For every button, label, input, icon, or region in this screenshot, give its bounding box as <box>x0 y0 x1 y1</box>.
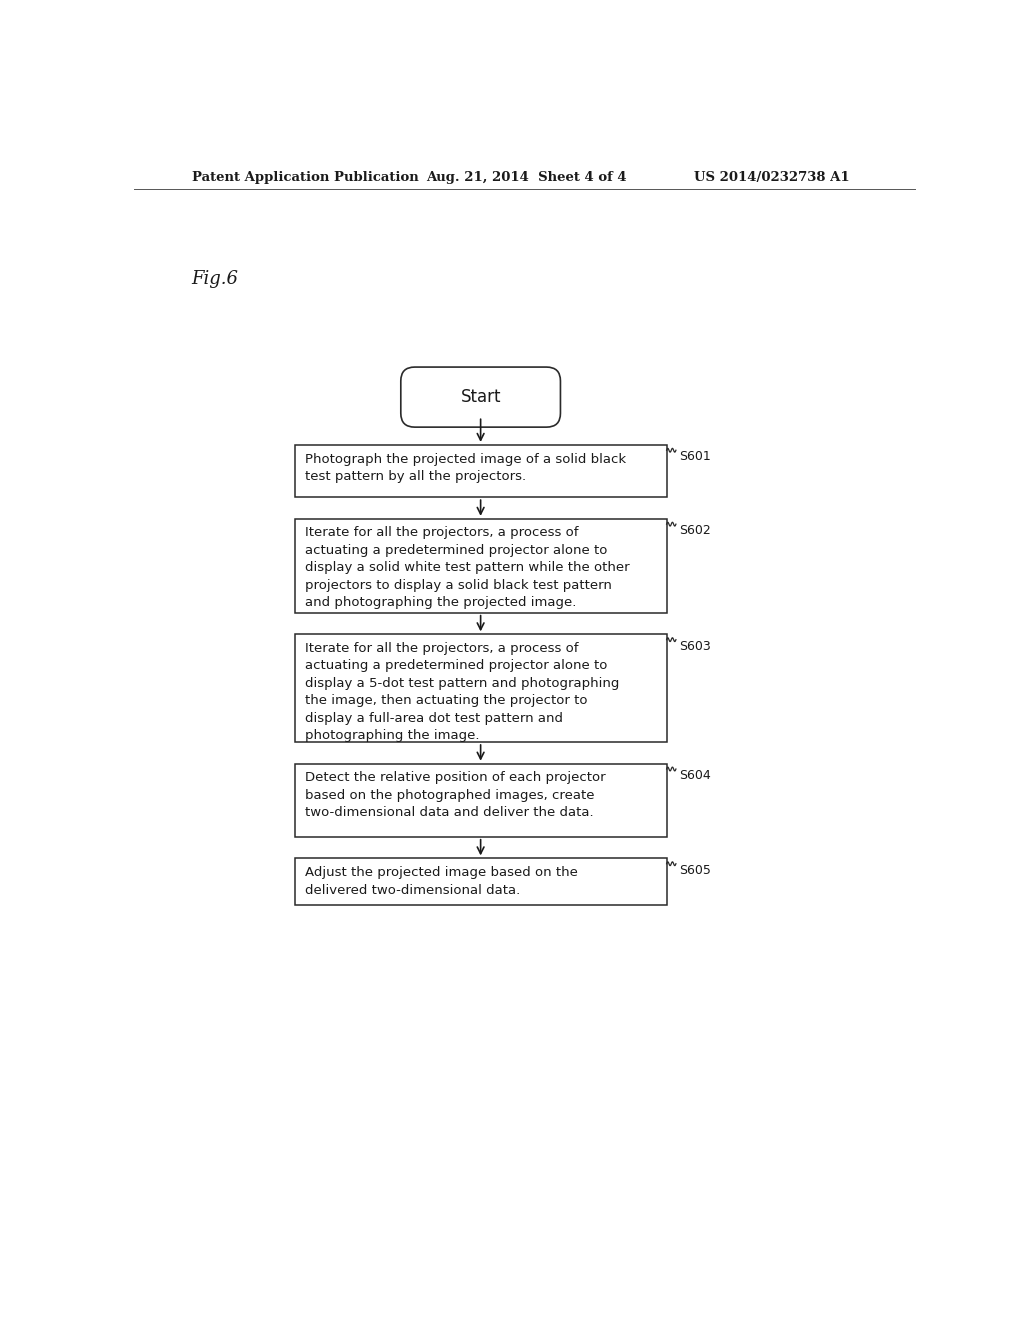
Bar <box>295 858 667 904</box>
Text: US 2014/0232738 A1: US 2014/0232738 A1 <box>693 172 849 185</box>
Text: Adjust the projected image based on the
delivered two-dimensional data.: Adjust the projected image based on the … <box>305 866 578 896</box>
Text: Photograph the projected image of a solid black
test pattern by all the projecto: Photograph the projected image of a soli… <box>305 453 626 483</box>
Bar <box>295 635 667 742</box>
Text: Iterate for all the projectors, a process of
actuating a predetermined projector: Iterate for all the projectors, a proces… <box>305 527 630 610</box>
Text: S602: S602 <box>679 524 711 537</box>
Text: S605: S605 <box>679 863 711 876</box>
Bar <box>295 519 667 612</box>
Text: S604: S604 <box>679 770 711 781</box>
Bar <box>295 763 667 837</box>
Text: Aug. 21, 2014  Sheet 4 of 4: Aug. 21, 2014 Sheet 4 of 4 <box>426 172 627 185</box>
FancyBboxPatch shape <box>400 367 560 428</box>
Text: Fig.6: Fig.6 <box>191 271 239 288</box>
Text: Iterate for all the projectors, a process of
actuating a predetermined projector: Iterate for all the projectors, a proces… <box>305 642 620 742</box>
Text: Detect the relative position of each projector
based on the photographed images,: Detect the relative position of each pro… <box>305 771 605 820</box>
Text: Start: Start <box>461 388 501 407</box>
Text: S601: S601 <box>679 450 711 463</box>
Bar <box>295 445 667 498</box>
Text: S603: S603 <box>679 640 711 652</box>
Text: Patent Application Publication: Patent Application Publication <box>191 172 418 185</box>
